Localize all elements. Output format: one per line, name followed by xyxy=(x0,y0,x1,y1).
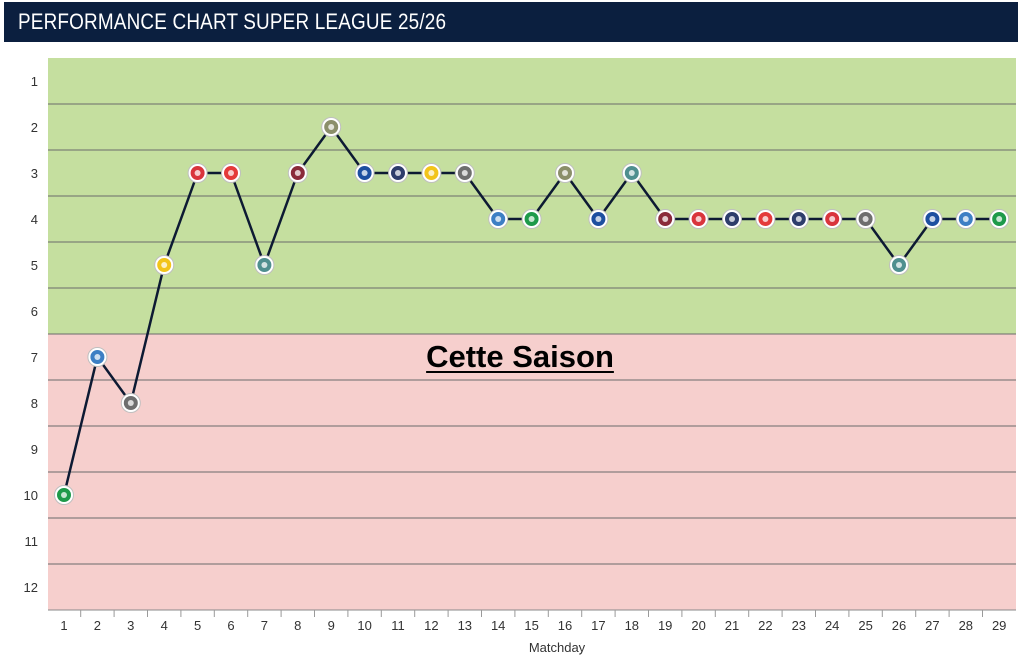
opponent-logo-marker xyxy=(822,209,843,229)
opponent-logo-marker xyxy=(87,347,108,367)
annotation-label: Cette Saison xyxy=(426,339,614,374)
y-tick-label: 5 xyxy=(31,258,38,273)
x-tick-label: 4 xyxy=(161,618,168,633)
opponent-logo-marker xyxy=(555,163,575,183)
opponent-logo-marker xyxy=(688,209,709,229)
y-tick-label: 11 xyxy=(25,534,39,549)
opponent-logo-marker xyxy=(655,209,676,229)
y-tick-label: 4 xyxy=(31,212,38,227)
x-tick-label: 25 xyxy=(858,618,872,633)
opponent-logo-marker xyxy=(788,209,809,229)
x-tick-label: 18 xyxy=(625,618,639,633)
opponent-logo-marker xyxy=(321,117,342,137)
x-tick-label: 3 xyxy=(127,618,134,633)
title-bar: PERFORMANCE CHART SUPER LEAGUE 25/26 xyxy=(4,2,1018,42)
x-tick-label: 17 xyxy=(591,618,605,633)
opponent-logo-marker xyxy=(154,255,175,275)
x-tick-label: 28 xyxy=(959,618,973,633)
opponent-logo-marker xyxy=(955,209,976,229)
opponent-logo-marker xyxy=(521,209,542,229)
y-tick-label: 7 xyxy=(31,350,38,365)
x-tick-label: 9 xyxy=(328,618,335,633)
x-tick-label: 2 xyxy=(94,618,101,633)
x-tick-label: 13 xyxy=(458,618,472,633)
opponent-logo-marker xyxy=(621,163,642,183)
x-tick-label: 16 xyxy=(558,618,572,633)
x-tick-label: 19 xyxy=(658,618,672,633)
opponent-logo-marker xyxy=(922,209,943,229)
data-markers xyxy=(54,117,1010,505)
y-tick-label: 9 xyxy=(31,442,38,457)
opponent-logo-marker xyxy=(889,255,909,275)
opponent-logo-marker xyxy=(221,163,241,183)
header: PERFORMANCE CHART SUPER LEAGUE 25/26 xyxy=(0,0,1024,44)
x-tick-label: 27 xyxy=(925,618,939,633)
y-tick-label: 1 xyxy=(31,74,38,89)
y-tick-label: 2 xyxy=(31,120,38,135)
x-tick-label: 8 xyxy=(294,618,301,633)
opponent-logo-marker xyxy=(989,209,1010,229)
opponent-logo-marker xyxy=(254,255,275,275)
opponent-logo-marker xyxy=(287,163,308,183)
opponent-logo-marker xyxy=(588,209,609,229)
opponent-logo-marker xyxy=(54,485,74,505)
x-tick-label: 23 xyxy=(792,618,806,633)
x-tick-label: 22 xyxy=(758,618,772,633)
y-tick-label: 12 xyxy=(24,580,38,595)
x-tick-label: 21 xyxy=(725,618,739,633)
y-tick-label: 6 xyxy=(31,304,38,319)
x-tick-label: 7 xyxy=(261,618,268,633)
opponent-logo-marker xyxy=(755,209,776,229)
x-tick-label: 6 xyxy=(227,618,234,633)
x-tick-label: 1 xyxy=(60,618,67,633)
x-tick-label: 20 xyxy=(691,618,705,633)
x-tick-label: 5 xyxy=(194,618,201,633)
opponent-logo-marker xyxy=(388,163,408,183)
x-tick-label: 15 xyxy=(524,618,538,633)
opponent-logo-marker xyxy=(187,163,208,183)
x-tick-label: 10 xyxy=(357,618,371,633)
gridlines xyxy=(48,103,1016,611)
x-axis-label: Matchday xyxy=(529,640,586,655)
opponent-logo-marker xyxy=(421,163,442,183)
y-tick-label: 10 xyxy=(24,488,38,503)
opponent-logo-marker xyxy=(454,163,475,183)
x-tick-label: 26 xyxy=(892,618,906,633)
x-axis: 1 2 3 4 5 6 7 8 9 10 11 12 13 14 15 16 17 18 19 20 21 22 23 24 2… xyxy=(60,610,1006,633)
y-tick-label: 8 xyxy=(31,396,38,411)
opponent-logo-marker xyxy=(488,209,509,229)
opponent-logo-marker xyxy=(120,393,141,413)
opponent-logo-marker xyxy=(354,163,375,183)
x-tick-label: 11 xyxy=(391,618,405,633)
chart-title: PERFORMANCE CHART SUPER LEAGUE 25/26 xyxy=(18,9,447,34)
opponent-logo-marker xyxy=(722,209,742,229)
x-tick-label: 14 xyxy=(491,618,505,633)
x-tick-label: 12 xyxy=(424,618,438,633)
opponent-logo-marker xyxy=(855,209,876,229)
x-tick-label: 24 xyxy=(825,618,839,633)
x-tick-label: 29 xyxy=(992,618,1006,633)
y-tick-label: 3 xyxy=(31,166,38,181)
